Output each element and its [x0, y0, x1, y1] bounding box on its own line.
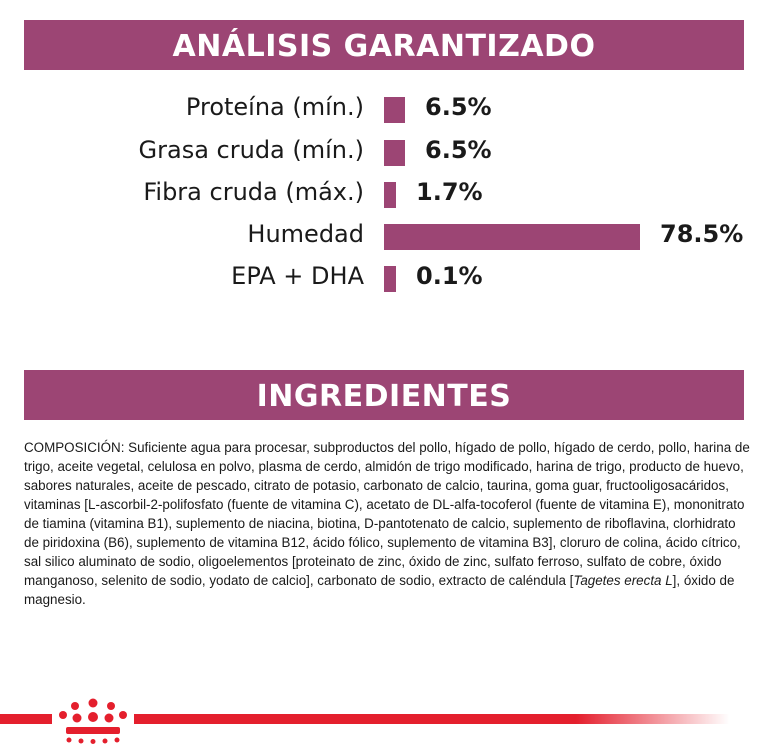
- nutrient-label: Fibra cruda (máx.): [143, 178, 364, 206]
- nutrient-value: 78.5%: [660, 220, 744, 248]
- nutrient-label: Grasa cruda (mín.): [138, 136, 364, 164]
- nutrient-value: 6.5%: [425, 136, 492, 164]
- nutrient-value: 6.5%: [425, 93, 492, 121]
- ingredients-title: INGREDIENTES: [24, 370, 744, 420]
- analysis-title: ANÁLISIS GARANTIZADO: [24, 20, 744, 70]
- ingredients-end-text: ], óxido de magnesio.: [24, 573, 735, 607]
- nutrient-value: 1.7%: [416, 178, 483, 206]
- ingredients-italic-text: Tagetes erecta L: [573, 573, 673, 588]
- nutrient-bar: [384, 182, 396, 208]
- nutrient-bar: [384, 266, 396, 292]
- ingredients-text: COMPOSICIÓN: Suficiente agua para proces…: [24, 438, 754, 609]
- nutrient-bar: [384, 140, 405, 166]
- ingredients-main-text: COMPOSICIÓN: Suficiente agua para proces…: [24, 440, 750, 588]
- nutrient-label: Proteína (mín.): [185, 93, 364, 121]
- nutrient-label: Humedad: [247, 220, 364, 248]
- nutrient-label: EPA + DHA: [231, 262, 364, 290]
- footer-stripe: [0, 714, 768, 724]
- nutrient-bar: [384, 224, 640, 250]
- nutrient-bar: [384, 97, 405, 123]
- royal-crown-icon: [52, 698, 134, 744]
- nutrient-value: 0.1%: [416, 262, 483, 290]
